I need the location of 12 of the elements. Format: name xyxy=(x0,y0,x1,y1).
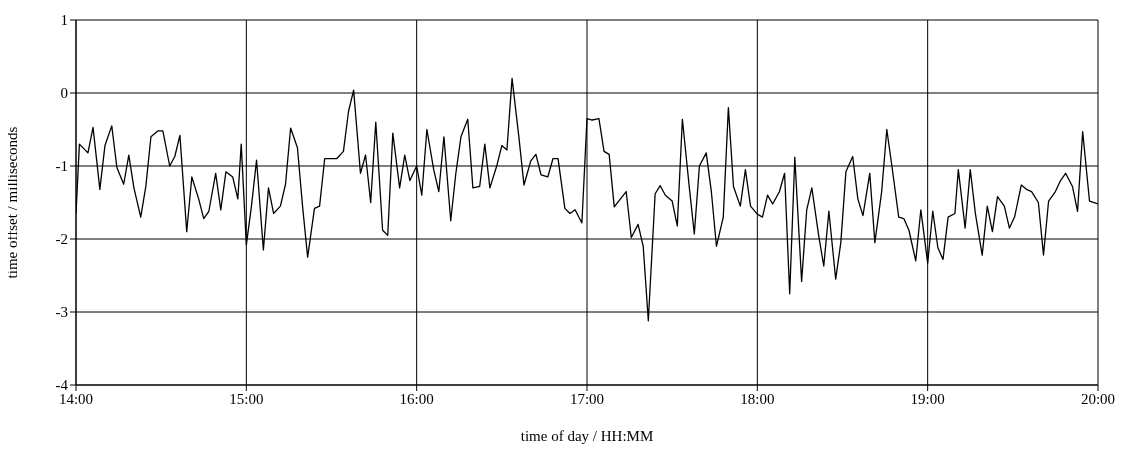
x-tick-label: 17:00 xyxy=(569,390,605,407)
x-tick-label: 20:00 xyxy=(1080,390,1116,407)
y-tick-label: 1 xyxy=(60,12,68,29)
x-tick-label: 16:00 xyxy=(399,390,434,407)
x-axis-title: time of day / HH:MM xyxy=(520,428,654,444)
y-tick-label: -1 xyxy=(55,158,68,175)
x-tick-label: 15:00 xyxy=(229,390,264,407)
x-tick-label: 18:00 xyxy=(740,390,775,407)
x-tick-label: 19:00 xyxy=(910,390,945,407)
y-tick-label: -2 xyxy=(55,231,68,248)
y-tick-label: 0 xyxy=(60,85,68,102)
y-tick-label: -3 xyxy=(55,304,68,321)
